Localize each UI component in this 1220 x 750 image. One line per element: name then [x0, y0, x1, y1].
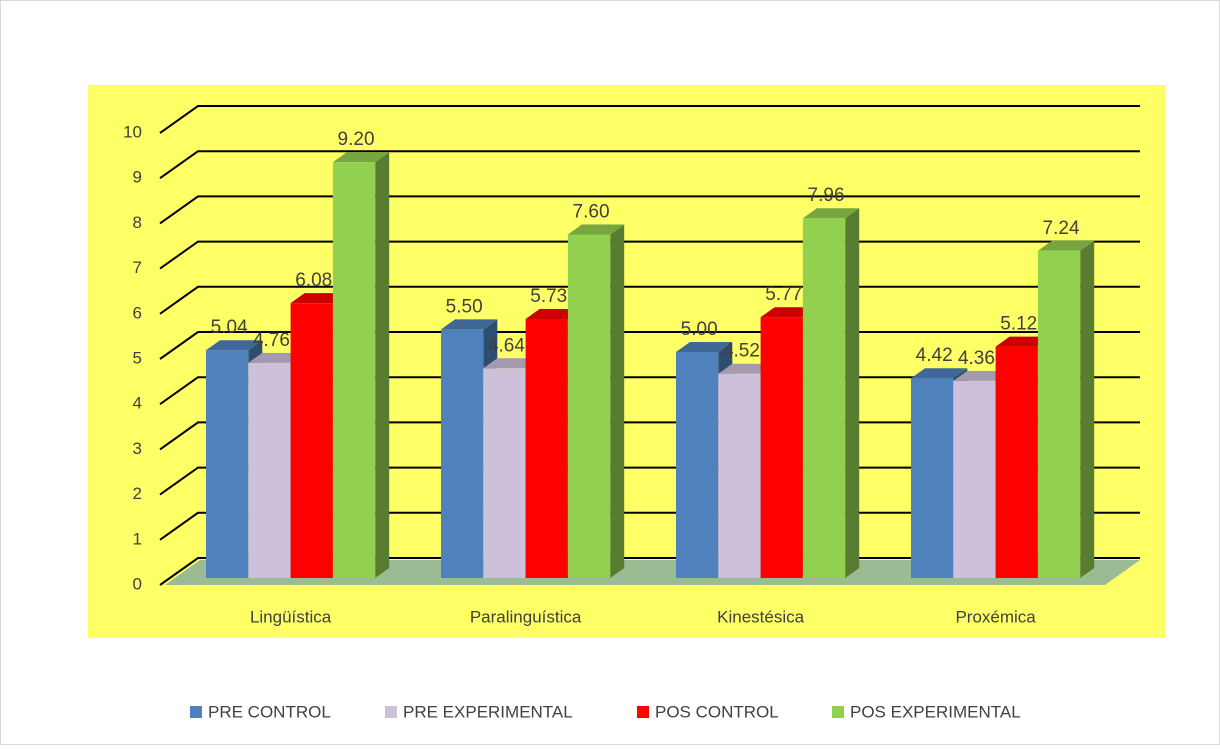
bar	[248, 362, 291, 578]
bar-top	[248, 352, 305, 363]
bar	[718, 373, 761, 578]
x-tick-label: Lingüística	[250, 607, 332, 626]
x-tick-label: Paralinguística	[470, 607, 582, 626]
bar-side	[845, 208, 860, 578]
bar	[995, 346, 1038, 578]
y-tick-label: 10	[123, 122, 142, 141]
y-tick-label: 1	[133, 529, 142, 548]
bar	[290, 303, 333, 578]
grid-line	[159, 150, 1140, 180]
bar-top	[718, 363, 775, 374]
bar	[332, 162, 376, 578]
bar	[1037, 250, 1081, 578]
y-tick-label: 6	[133, 303, 142, 322]
y-tick-label: 5	[133, 348, 142, 367]
value-label: 7.24	[1043, 218, 1080, 239]
bar-top	[483, 358, 540, 369]
value-label: 9.20	[338, 129, 375, 150]
bar-top	[911, 368, 968, 379]
y-tick-label: 3	[133, 439, 142, 458]
y-tick-label: 8	[133, 213, 142, 232]
bar	[206, 350, 249, 578]
grid-line	[159, 105, 1140, 134]
value-label: 5.04	[211, 317, 248, 338]
bar-side	[375, 152, 390, 578]
value-label: 4.42	[916, 345, 953, 366]
legend-swatch	[385, 706, 397, 718]
bar-top	[332, 152, 390, 163]
legend-label: PRE EXPERIMENTAL	[403, 702, 573, 721]
value-label: 7.96	[808, 185, 845, 206]
grid-line	[159, 195, 1140, 225]
bar-top	[995, 336, 1052, 347]
y-tick-label: 0	[133, 574, 142, 593]
bar-side	[610, 224, 625, 579]
value-label: 6.08	[295, 270, 332, 291]
bar-top	[290, 293, 347, 304]
y-tick-label: 7	[133, 258, 142, 277]
value-label: 5.12	[1000, 314, 1037, 335]
y-tick-label: 4	[133, 394, 142, 413]
legend-swatch	[190, 706, 202, 718]
y-tick-label: 2	[133, 484, 142, 503]
bar-top	[802, 208, 860, 219]
bar-top	[676, 342, 733, 352]
x-tick-label: Kinestésica	[717, 607, 804, 626]
value-label: 7.60	[573, 201, 610, 222]
bar	[483, 368, 526, 578]
bar	[953, 380, 996, 578]
bar	[676, 352, 719, 578]
legend-label: POS EXPERIMENTAL	[850, 702, 1021, 721]
bar-top	[206, 340, 263, 351]
value-label: 4.52	[723, 341, 760, 362]
y-tick-label: 9	[133, 168, 142, 187]
value-label: 5.73	[530, 286, 567, 307]
bar	[760, 317, 803, 578]
bar-top	[525, 309, 582, 320]
bar-top	[953, 370, 1010, 381]
bar-top	[1037, 240, 1095, 251]
value-label: 5.00	[681, 319, 718, 340]
x-tick-label: Proxémica	[955, 607, 1036, 626]
bar	[567, 234, 611, 579]
bar-top	[567, 224, 625, 235]
legend-label: POS CONTROL	[655, 702, 779, 721]
bar-side	[1080, 240, 1095, 578]
floor	[165, 560, 1140, 585]
bar	[525, 319, 568, 578]
value-label: 4.36	[958, 348, 995, 369]
value-label: 5.77	[765, 284, 802, 305]
value-label: 4.64	[488, 335, 525, 356]
bar-top	[760, 307, 817, 318]
legend-swatch	[832, 706, 844, 718]
bar	[802, 218, 846, 578]
legend-label: PRE CONTROL	[208, 702, 331, 721]
bar	[441, 329, 484, 578]
value-label: 4.76	[253, 330, 290, 351]
value-label: 5.50	[446, 296, 483, 317]
bar-top	[441, 319, 498, 330]
legend-swatch	[637, 706, 649, 718]
bar	[911, 378, 954, 578]
